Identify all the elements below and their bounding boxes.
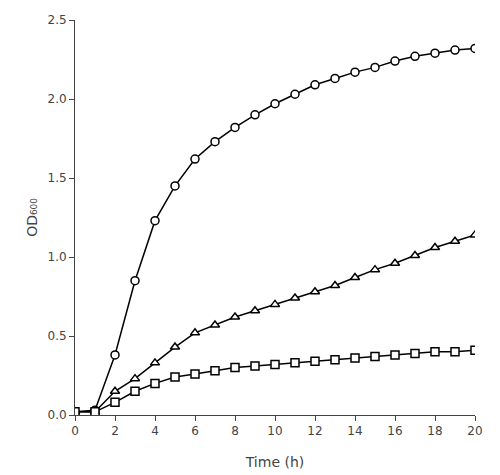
svg-text:1.5: 1.5 — [48, 171, 67, 185]
svg-text:2.5: 2.5 — [48, 13, 67, 27]
svg-text:OD₆₀₀: OD₆₀₀ — [24, 198, 40, 237]
svg-text:6: 6 — [191, 424, 199, 438]
svg-text:8: 8 — [231, 424, 239, 438]
svg-text:2: 2 — [111, 424, 119, 438]
svg-text:4: 4 — [151, 424, 159, 438]
svg-text:0.5: 0.5 — [48, 329, 67, 343]
svg-text:0.0: 0.0 — [48, 408, 67, 422]
svg-text:12: 12 — [307, 424, 322, 438]
svg-text:20: 20 — [467, 424, 482, 438]
svg-text:14: 14 — [347, 424, 362, 438]
svg-text:2.0: 2.0 — [48, 92, 67, 106]
svg-text:1.0: 1.0 — [48, 250, 67, 264]
svg-text:18: 18 — [427, 424, 442, 438]
svg-text:0: 0 — [71, 424, 79, 438]
svg-text:10: 10 — [267, 424, 282, 438]
svg-text:Time (h): Time (h) — [245, 454, 305, 470]
svg-text:16: 16 — [387, 424, 402, 438]
